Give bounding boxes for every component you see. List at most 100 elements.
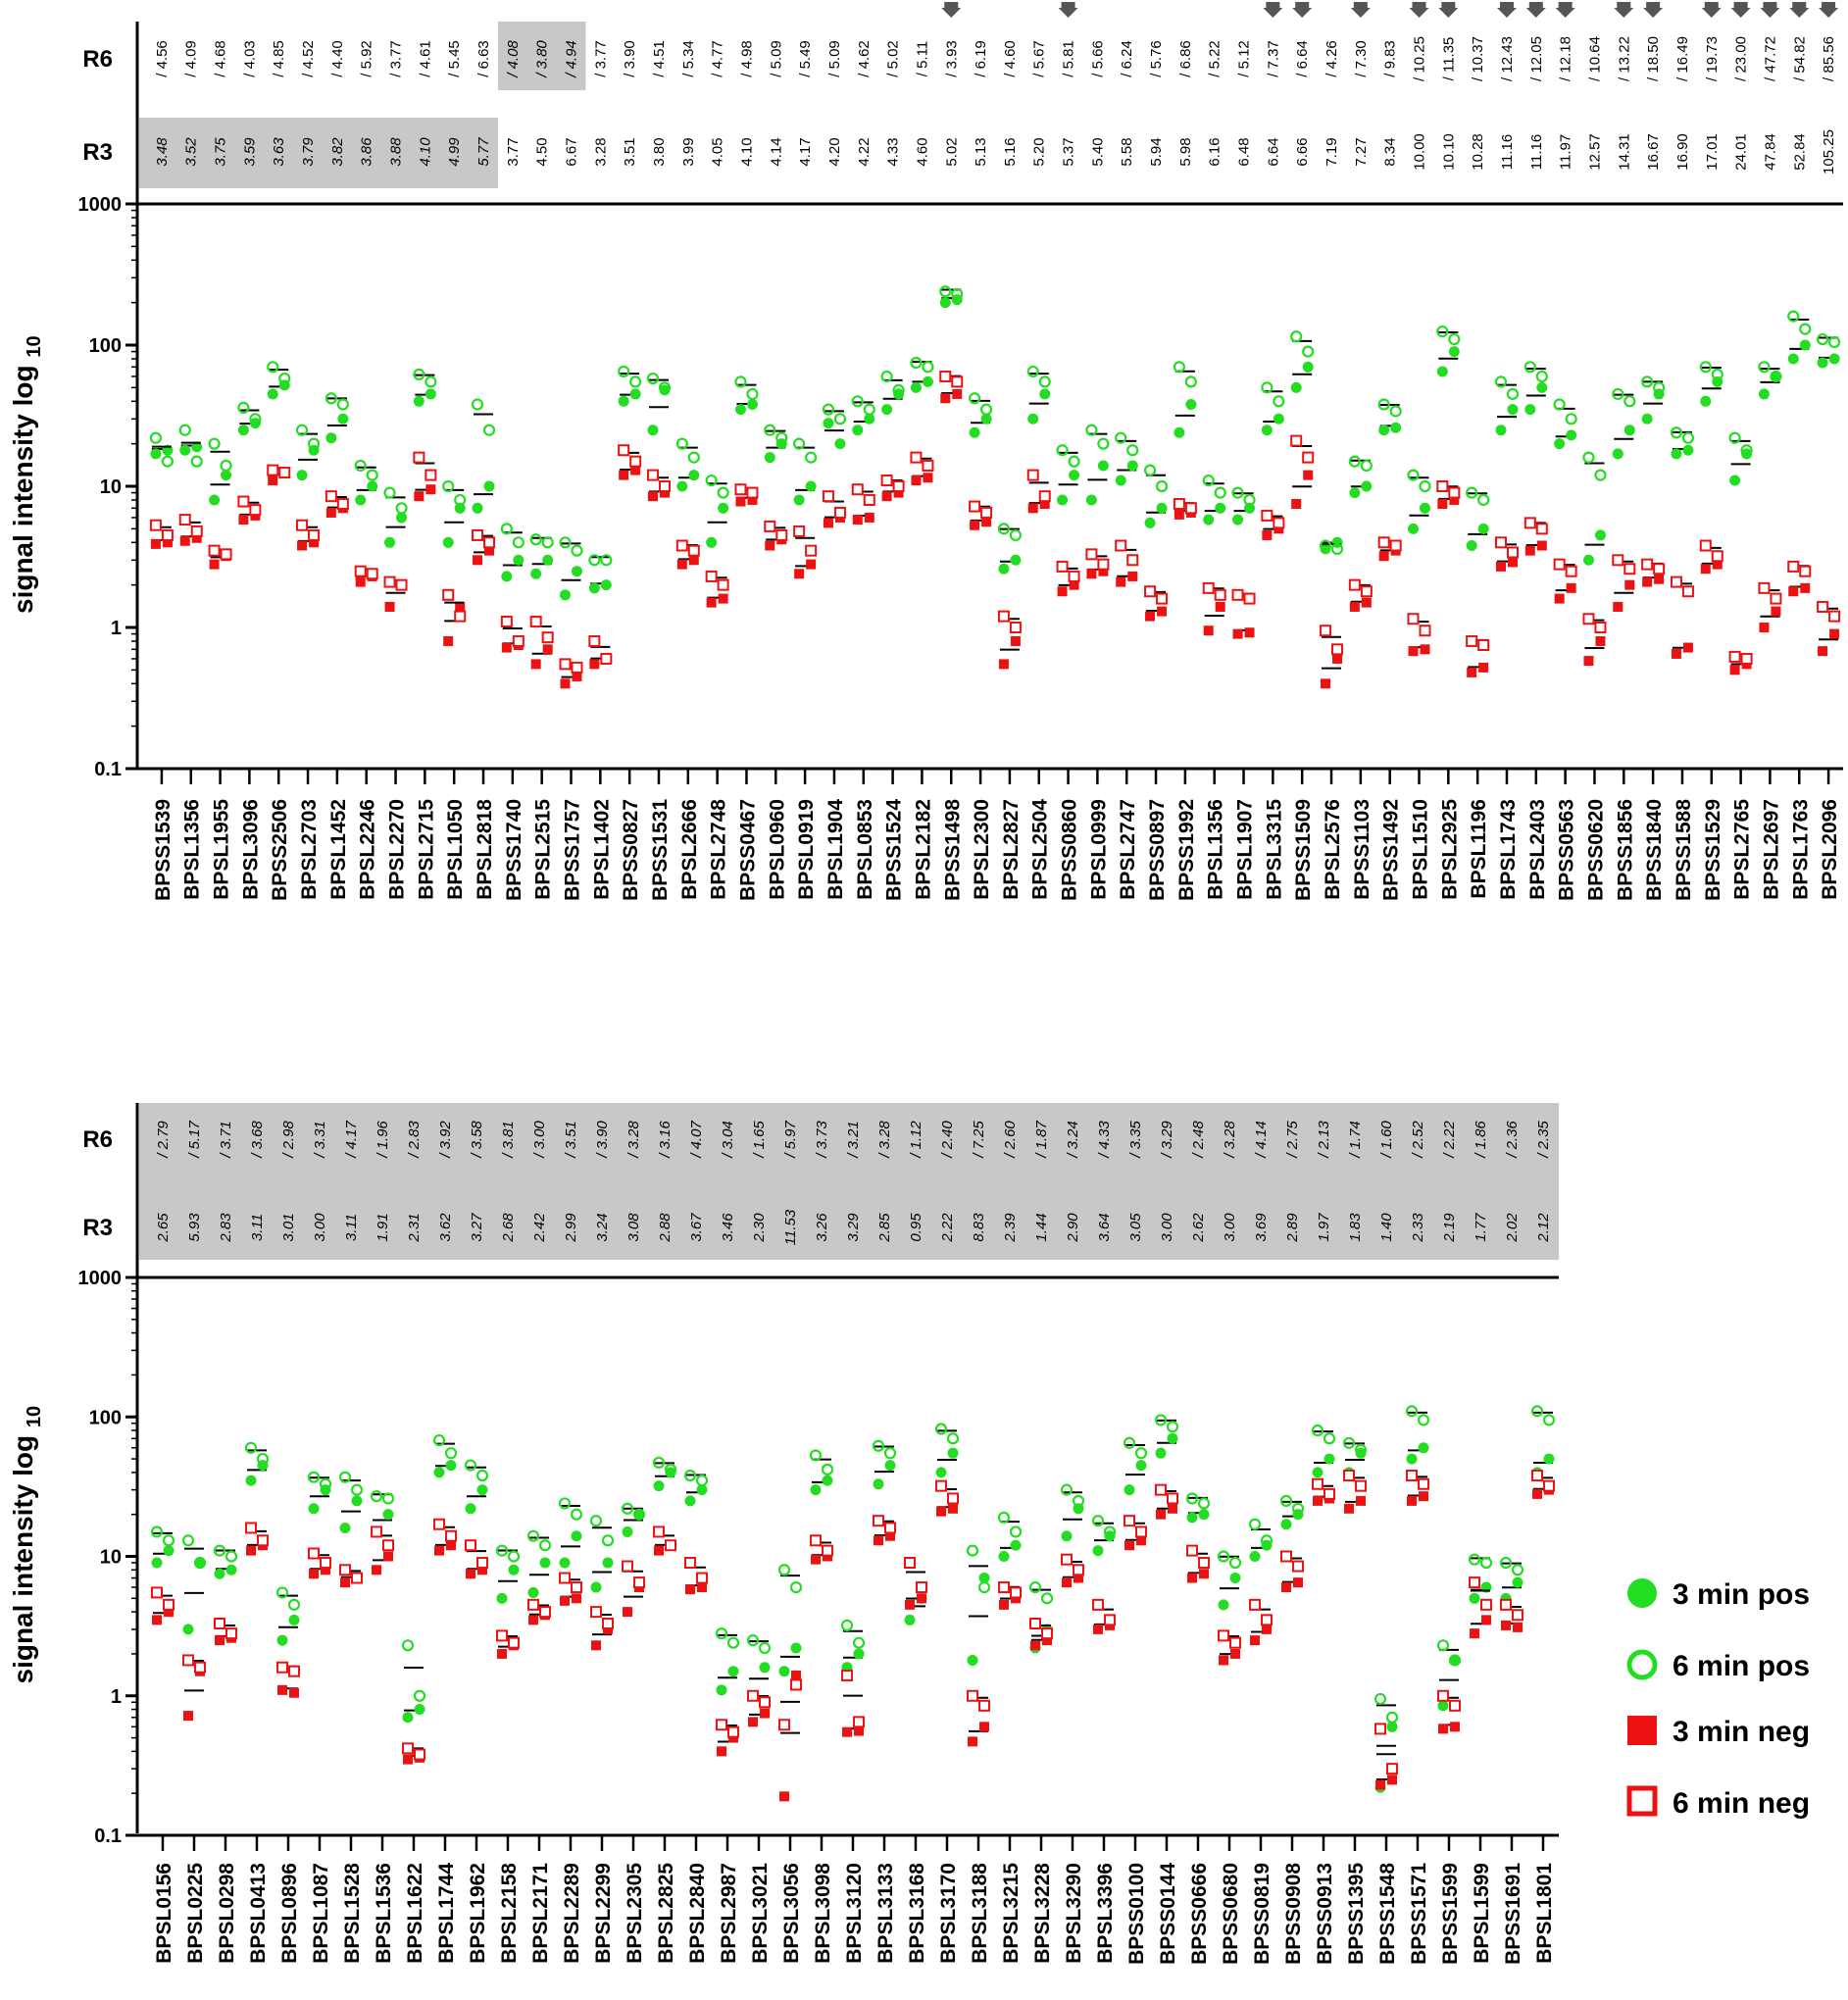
point-6min-neg [1377, 536, 1390, 549]
point-6min-neg [1799, 565, 1812, 577]
point-6min-neg [910, 451, 923, 464]
x-tick-label: BPSL2515 [532, 799, 555, 900]
point-6min-neg [1041, 1627, 1053, 1640]
point-3min-pos [209, 494, 221, 506]
point-3min-pos [873, 1478, 884, 1490]
point-6min-neg [442, 588, 455, 601]
point-3min-pos [629, 388, 641, 400]
down-arrow-icon [1819, 2, 1839, 18]
point-3min-pos [647, 425, 659, 436]
point-3min-pos [881, 404, 893, 416]
point-3min-neg [970, 520, 980, 530]
point-3min-pos [339, 1522, 351, 1533]
point-6min-pos [1166, 1421, 1179, 1433]
point-3min-neg [1513, 1622, 1523, 1632]
point-6min-neg [1231, 588, 1244, 601]
point-3min-neg [905, 1599, 915, 1610]
point-6min-pos [979, 403, 993, 416]
x-tick-label: BPSL1622 [404, 1863, 426, 1964]
point-6min-pos [1009, 1525, 1023, 1538]
point-6min-neg [257, 1534, 269, 1547]
point-6min-neg [1218, 1629, 1229, 1642]
point-3min-pos [1290, 381, 1302, 393]
x-tick-label: BPSS1103 [1351, 799, 1374, 900]
point-3min-neg [1613, 601, 1623, 612]
r3-value: 12.57 [1586, 133, 1603, 171]
point-3min-neg [623, 1607, 632, 1618]
point-6min-neg [1261, 509, 1274, 522]
r3-value: 2.19 [1441, 1213, 1458, 1243]
point-3min-neg [1039, 498, 1050, 509]
point-3min-neg [325, 507, 336, 518]
x-tick-label: BPSL1452 [327, 799, 350, 900]
point-6min-neg [1010, 1586, 1022, 1599]
legend-label-3min-pos: 3 min pos [1673, 1578, 1810, 1611]
x-tick-label: BPSL2825 [655, 1863, 677, 1964]
r6-value: / 10.37 [1470, 36, 1486, 81]
r6-value: / 3.28 [625, 1121, 642, 1159]
point-6min-neg [527, 1598, 539, 1611]
x-tick-label: BPSL2576 [1322, 799, 1344, 900]
point-3min-neg [191, 532, 202, 543]
point-6min-neg [414, 1748, 425, 1761]
point-3min-pos [805, 480, 817, 492]
point-6min-neg [445, 1529, 457, 1542]
point-6min-pos [1330, 542, 1344, 555]
point-6min-pos [1342, 1436, 1356, 1449]
x-tick-label: BPSL1744 [435, 1863, 458, 1964]
r3-value: 3.52 [183, 137, 200, 167]
r3-value: 1.44 [1033, 1213, 1050, 1241]
r6-value: / 7.25 [971, 1121, 987, 1159]
point-3min-neg [497, 1648, 507, 1659]
r6-value: / 4.85 [271, 40, 287, 77]
point-6min-pos [1535, 370, 1548, 383]
point-6min-pos [621, 1502, 634, 1515]
point-3min-pos [1700, 395, 1712, 407]
r6-shade [497, 22, 586, 90]
point-3min-pos [1449, 1654, 1461, 1666]
point-3min-pos [1466, 540, 1477, 552]
r3-value: 6.64 [1265, 137, 1281, 166]
point-6min-pos [717, 486, 729, 499]
r6-value: / 5.66 [1089, 40, 1106, 77]
r3-value: 11.16 [1528, 134, 1545, 170]
x-tick-label: BPSL1801 [1533, 1863, 1556, 1964]
point-6min-pos [319, 1477, 332, 1490]
point-3min-neg [1378, 551, 1389, 562]
x-tick-label: BPSL2765 [1731, 799, 1754, 900]
r6-value: / 2.22 [1441, 1121, 1458, 1159]
point-3min-neg [1407, 1495, 1417, 1506]
x-tick-label: BPSL2748 [708, 799, 730, 900]
point-3min-pos [759, 1662, 771, 1674]
point-3min-pos [542, 554, 554, 566]
point-6min-pos [1279, 1494, 1293, 1507]
point-3min-neg [874, 1535, 883, 1546]
point-6min-neg [1494, 536, 1507, 549]
point-6min-pos [1436, 1639, 1450, 1652]
point-6min-pos [401, 1639, 415, 1652]
point-6min-pos [1374, 1692, 1387, 1706]
point-6min-pos [1565, 413, 1577, 425]
point-6min-pos [1143, 464, 1157, 476]
r6-value: / 12.43 [1499, 36, 1516, 81]
point-6min-pos [161, 455, 175, 468]
point-3min-neg [1437, 498, 1448, 509]
point-6min-pos [588, 554, 601, 567]
point-6min-neg [646, 469, 659, 481]
point-6min-pos [1417, 1414, 1430, 1426]
point-3min-pos [939, 297, 951, 309]
r3-value: 11.53 [782, 1209, 799, 1245]
point-3min-neg [654, 1545, 664, 1556]
legend: 3 min pos 6 min pos 3 min neg 6 min neg [1626, 1578, 1810, 1820]
point-6min-pos [789, 1580, 803, 1594]
r6-value: / 4.14 [1253, 1121, 1270, 1159]
point-3min-neg [446, 1540, 456, 1551]
point-6min-neg [1167, 1492, 1178, 1505]
r3-value: 3.86 [359, 137, 375, 167]
r3-value: 3.11 [249, 1214, 266, 1241]
x-tick-label: BPSL1087 [310, 1863, 332, 1964]
point-6min-pos [507, 1550, 521, 1563]
r3-value: 16.67 [1645, 133, 1662, 171]
point-6min-pos [464, 1459, 477, 1472]
point-3min-pos [1135, 1460, 1147, 1472]
